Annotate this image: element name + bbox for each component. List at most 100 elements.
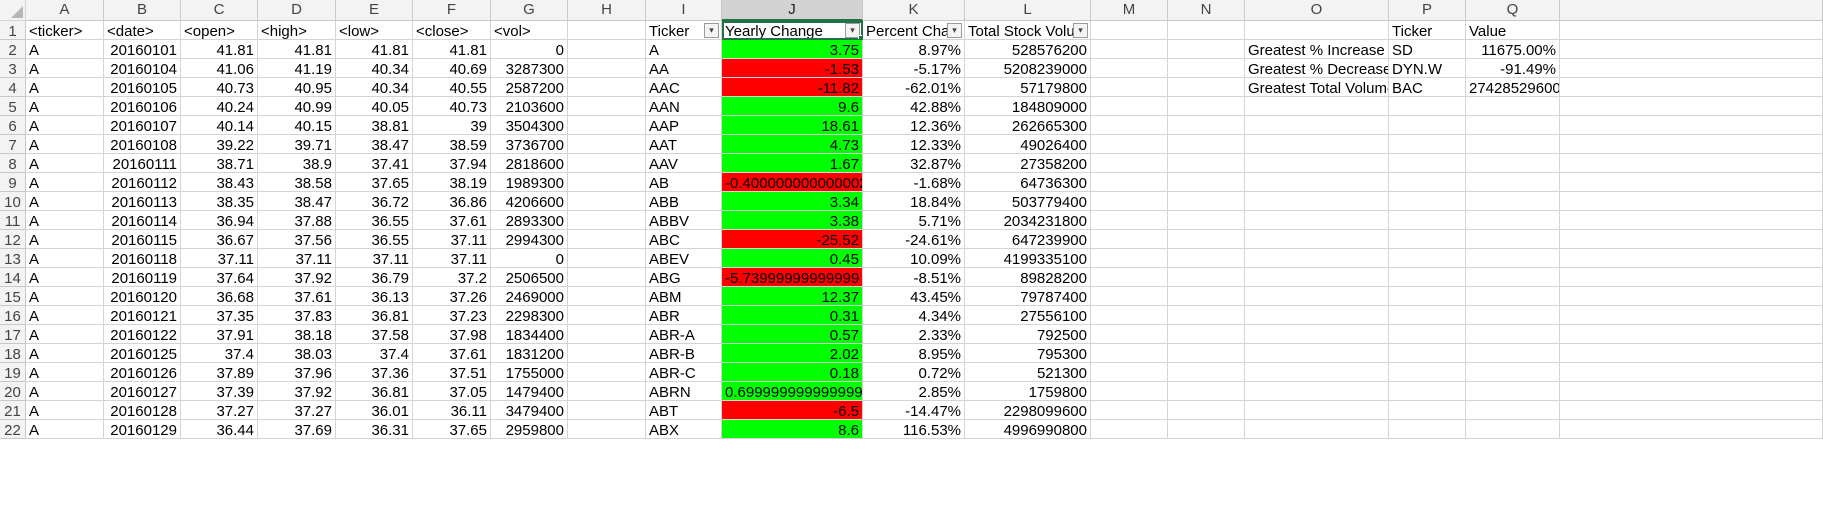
cell[interactable] [1245, 192, 1389, 211]
greatest-ticker-cell[interactable]: SD [1389, 40, 1466, 59]
percent-change-cell[interactable]: -5.17% [863, 59, 965, 78]
raw-data-cell[interactable]: 37.39 [181, 382, 258, 401]
filter-dropdown-icon[interactable]: ▾ [947, 23, 962, 38]
total-volume-cell[interactable]: 1759800 [965, 382, 1091, 401]
cell[interactable] [1466, 306, 1560, 325]
summary-header-percent-change[interactable]: Percent Chan ▾ [863, 21, 965, 40]
raw-data-cell[interactable]: 37.83 [258, 306, 336, 325]
yearly-change-cell[interactable]: 1.67 [722, 154, 863, 173]
yearly-change-cell[interactable]: 3.75 [722, 40, 863, 59]
greatest-label-cell[interactable]: Greatest % Increase [1245, 40, 1389, 59]
cell[interactable] [1245, 21, 1389, 40]
raw-data-cell[interactable]: 2818600 [491, 154, 568, 173]
raw-data-cell[interactable]: A [26, 420, 104, 439]
percent-change-cell[interactable]: 2.85% [863, 382, 965, 401]
cell[interactable] [1389, 116, 1466, 135]
raw-data-cell[interactable]: 37.11 [413, 249, 491, 268]
raw-data-cell[interactable]: 2103600 [491, 97, 568, 116]
row-header[interactable]: 7 [0, 135, 26, 154]
raw-data-cell[interactable]: 2587200 [491, 78, 568, 97]
summary-header-yearly-change[interactable]: Yearly Change ▾ [722, 21, 863, 40]
cell[interactable] [1560, 40, 1823, 59]
raw-data-cell[interactable]: 37.35 [181, 306, 258, 325]
raw-data-cell[interactable]: A [26, 382, 104, 401]
percent-change-cell[interactable]: 0.72% [863, 363, 965, 382]
cell[interactable] [1466, 382, 1560, 401]
cell[interactable] [568, 382, 646, 401]
cell[interactable] [1091, 21, 1168, 40]
raw-data-cell[interactable]: 20160105 [104, 78, 181, 97]
yearly-change-cell[interactable]: -6.5 [722, 401, 863, 420]
raw-data-cell[interactable]: 3287300 [491, 59, 568, 78]
yearly-change-cell[interactable]: 4.73 [722, 135, 863, 154]
cell[interactable] [1389, 363, 1466, 382]
raw-data-cell[interactable]: 37.58 [336, 325, 413, 344]
cell[interactable] [1560, 192, 1823, 211]
cell[interactable] [1389, 306, 1466, 325]
greatest-value-cell[interactable]: 27428529600 [1466, 78, 1560, 97]
total-volume-cell[interactable]: 79787400 [965, 287, 1091, 306]
cell[interactable] [1091, 211, 1168, 230]
percent-change-cell[interactable]: 18.84% [863, 192, 965, 211]
raw-data-cell[interactable]: 38.58 [258, 173, 336, 192]
cell[interactable] [1168, 268, 1245, 287]
row-header[interactable]: 11 [0, 211, 26, 230]
cell[interactable] [1168, 420, 1245, 439]
cell[interactable] [1168, 154, 1245, 173]
yearly-change-cell[interactable]: 3.38 [722, 211, 863, 230]
raw-data-cell[interactable]: 37.11 [336, 249, 413, 268]
raw-data-cell[interactable]: 36.01 [336, 401, 413, 420]
cell[interactable] [1245, 135, 1389, 154]
raw-data-cell[interactable]: 36.68 [181, 287, 258, 306]
raw-data-cell[interactable]: 20160114 [104, 211, 181, 230]
total-volume-cell[interactable]: 5208239000 [965, 59, 1091, 78]
cell[interactable] [1466, 154, 1560, 173]
yearly-change-cell[interactable]: 9.6 [722, 97, 863, 116]
cell[interactable] [1245, 325, 1389, 344]
raw-data-cell[interactable]: 20160104 [104, 59, 181, 78]
cell[interactable] [568, 325, 646, 344]
row-header[interactable]: 1 [0, 21, 26, 40]
column-header-b[interactable]: B [104, 0, 181, 21]
greatest-value-cell[interactable]: 11675.00% [1466, 40, 1560, 59]
total-volume-cell[interactable]: 4996990800 [965, 420, 1091, 439]
raw-data-cell[interactable]: 38.59 [413, 135, 491, 154]
percent-change-cell[interactable]: 8.97% [863, 40, 965, 59]
cell[interactable] [1091, 249, 1168, 268]
raw-data-cell[interactable]: 39 [413, 116, 491, 135]
cell[interactable] [1389, 382, 1466, 401]
greatest-header-value[interactable]: Value [1466, 21, 1560, 40]
cell[interactable] [1389, 401, 1466, 420]
percent-change-cell[interactable]: 12.36% [863, 116, 965, 135]
raw-data-cell[interactable]: 20160128 [104, 401, 181, 420]
column-header-p[interactable]: P [1389, 0, 1466, 21]
column-header[interactable] [1560, 0, 1823, 21]
cell[interactable] [1091, 363, 1168, 382]
row-header[interactable]: 10 [0, 192, 26, 211]
raw-data-cell[interactable]: 38.35 [181, 192, 258, 211]
cell[interactable] [1245, 420, 1389, 439]
cell[interactable] [1245, 382, 1389, 401]
raw-data-cell[interactable]: 37.98 [413, 325, 491, 344]
cell[interactable] [1091, 268, 1168, 287]
raw-data-cell[interactable]: 36.55 [336, 230, 413, 249]
raw-data-cell[interactable]: 36.94 [181, 211, 258, 230]
cell[interactable] [1245, 344, 1389, 363]
raw-data-cell[interactable]: 37.27 [181, 401, 258, 420]
raw-data-cell[interactable]: A [26, 135, 104, 154]
cell[interactable] [1389, 344, 1466, 363]
raw-data-cell[interactable]: 41.81 [258, 40, 336, 59]
greatest-ticker-cell[interactable]: DYN.W [1389, 59, 1466, 78]
cell[interactable] [1389, 135, 1466, 154]
raw-data-cell[interactable]: A [26, 306, 104, 325]
raw-data-cell[interactable]: 40.24 [181, 97, 258, 116]
raw-data-cell[interactable]: 41.81 [413, 40, 491, 59]
raw-header-cell[interactable]: <open> [181, 21, 258, 40]
cell[interactable] [1389, 230, 1466, 249]
raw-data-cell[interactable]: 37.91 [181, 325, 258, 344]
cell[interactable] [1466, 325, 1560, 344]
total-volume-cell[interactable]: 4199335100 [965, 249, 1091, 268]
cell[interactable] [1466, 268, 1560, 287]
percent-change-cell[interactable]: 4.34% [863, 306, 965, 325]
cell[interactable] [1168, 135, 1245, 154]
